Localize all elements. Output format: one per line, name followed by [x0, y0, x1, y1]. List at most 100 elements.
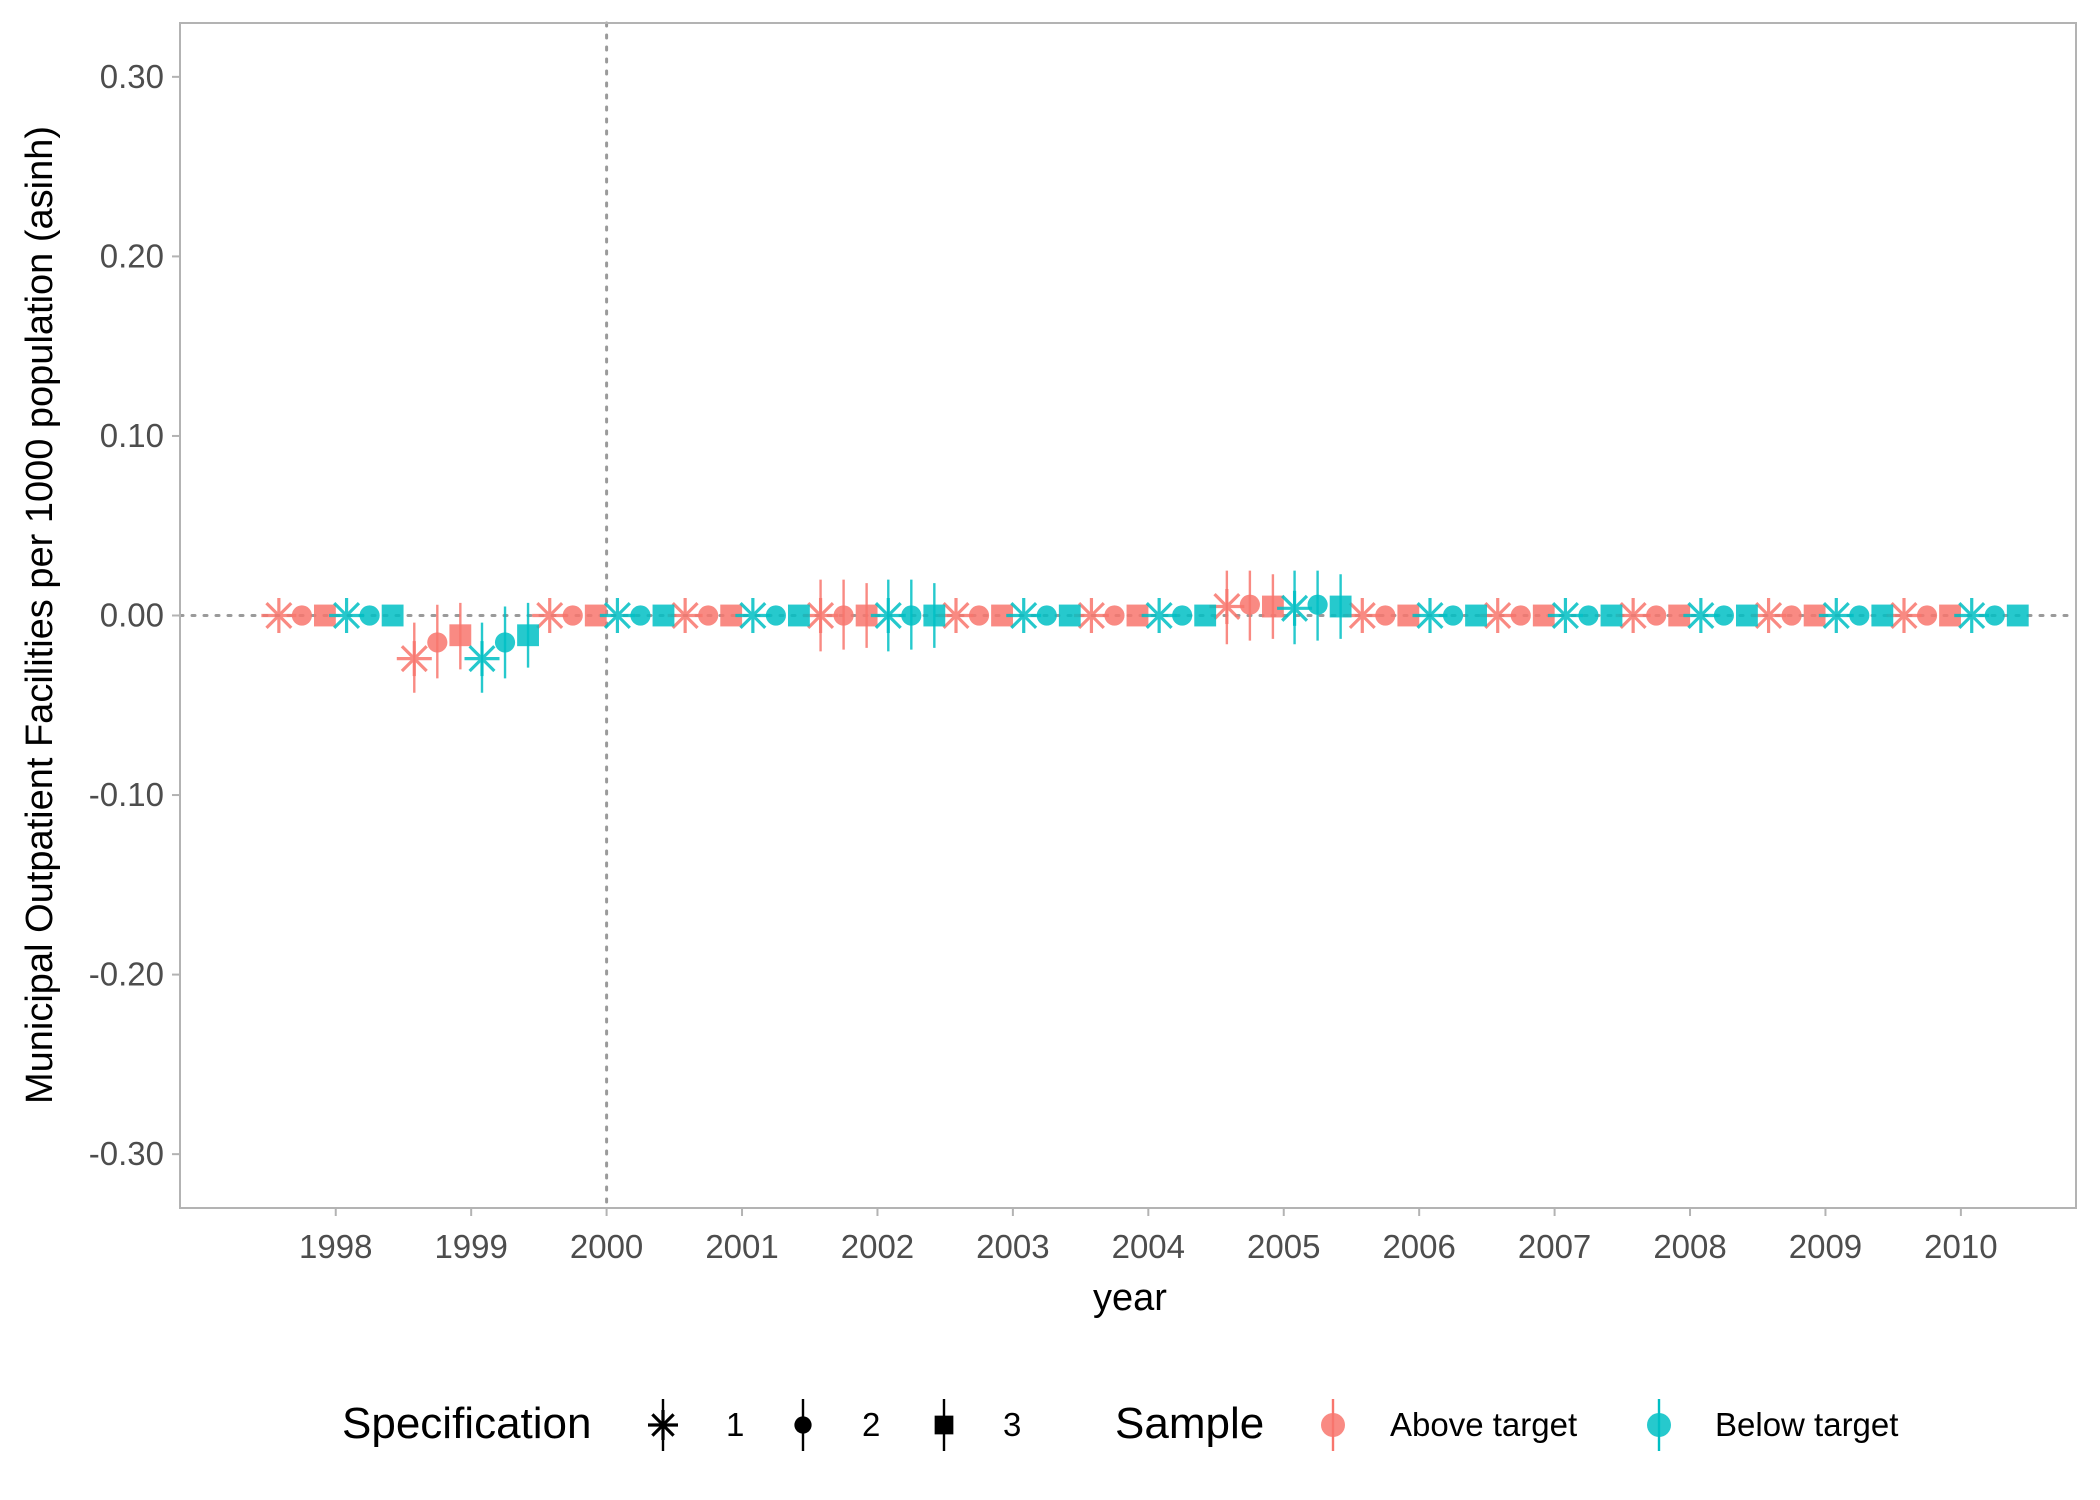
legend-key-below-target: [1647, 1413, 1671, 1437]
point-below-spec-3-2010: [2006, 604, 2029, 627]
point-below-spec-2-2003: [1036, 605, 1057, 626]
point-below-spec-2-2010: [1984, 605, 2005, 626]
point-above-spec-1-1998: [261, 598, 297, 633]
point-above-spec-2-2010: [1916, 605, 1938, 626]
point-above-spec-2-2004-shape: [1104, 605, 1125, 626]
point-below-spec-3-1998-shape: [381, 604, 404, 627]
point-above-spec-2-2006: [1375, 605, 1396, 626]
legend-label-spec-3: 3: [1003, 1406, 1021, 1443]
y-tick-label: 0.10: [100, 417, 164, 454]
legend: Specification 1 2 3 Sample Above target …: [342, 1399, 1898, 1451]
point-below-spec-3-2010-shape: [2006, 604, 2029, 627]
point-above-spec-2-2001: [698, 605, 719, 626]
point-above-spec-3-2001: [720, 604, 743, 627]
point-below-spec-2-2007-shape: [1578, 605, 1599, 626]
point-below-spec-1-2001: [735, 598, 771, 633]
point-below-spec-1-1999: [464, 641, 500, 677]
point-above-spec-3-2000-shape: [584, 604, 607, 627]
point-above-spec-1-2002-stroke: [807, 601, 835, 630]
point-above-spec-2-2006-shape: [1375, 605, 1396, 626]
legend-specification-keys: [648, 1399, 954, 1451]
point-below-spec-2-1999-shape: [494, 632, 516, 653]
point-below-spec-1-2004: [1141, 598, 1177, 633]
legend-key-above-target: [1321, 1413, 1345, 1437]
point-below-spec-2-2010-shape: [1984, 605, 2005, 626]
point-below-spec-3-2008: [1735, 604, 1758, 627]
point-below-spec-3-2007: [1600, 604, 1623, 627]
point-below-spec-3-2005-shape: [1329, 595, 1352, 618]
point-above-spec-3-1998: [313, 604, 336, 627]
point-above-spec-2-2000-shape: [562, 605, 583, 626]
legend-key-spec-2-shape: [794, 1416, 812, 1434]
legend-label-spec-2: 2: [862, 1406, 880, 1443]
x-tick-label: 2000: [570, 1228, 643, 1265]
point-below-spec-2-2001-shape: [765, 605, 786, 626]
x-tick-label: 2008: [1653, 1228, 1726, 1265]
point-above-spec-1-2000: [532, 598, 568, 633]
x-tick-label: 2006: [1382, 1228, 1455, 1265]
point-above-spec-1-2005-stroke: [1213, 593, 1241, 621]
point-above-spec-2-1999: [427, 632, 448, 653]
point-below-spec-2-2005: [1307, 594, 1328, 615]
point-below-spec-3-2001-shape: [787, 604, 810, 627]
point-below-spec-2-2004-shape: [1172, 605, 1193, 626]
point-above-spec-2-2002-shape: [833, 605, 854, 626]
point-above-spec-2-2001-shape: [698, 605, 719, 626]
point-above-spec-1-2004-stroke: [1077, 601, 1105, 630]
point-above-spec-3-2002: [855, 604, 878, 627]
point-below-spec-3-2004-shape: [1194, 604, 1217, 627]
legend-key-spec-3-shape: [934, 1415, 954, 1435]
point-below-spec-2-2001: [765, 605, 786, 626]
y-axis-title: Municipal Outpatient Facilities per 1000…: [19, 126, 61, 1104]
point-above-spec-3-2006-shape: [1397, 604, 1420, 627]
y-tick-label: -0.20: [89, 956, 164, 993]
point-above-spec-3-2006: [1397, 604, 1420, 627]
point-above-spec-2-2010-shape: [1916, 605, 1938, 626]
point-above-spec-3-2007: [1532, 604, 1555, 627]
point-below-spec-3-2009-shape: [1871, 604, 1894, 627]
point-below-spec-2-1999: [494, 632, 516, 653]
point-above-spec-3-2004: [1126, 604, 1149, 627]
point-below-spec-3-2000: [652, 604, 675, 627]
point-above-spec-1-2006-stroke: [1348, 601, 1376, 630]
point-above-spec-2-2007: [1510, 605, 1531, 626]
point-above-spec-1-2008-stroke: [1619, 601, 1647, 630]
point-below-spec-3-1999-shape: [517, 624, 539, 647]
point-above-spec-2-1999-shape: [427, 632, 448, 653]
point-above-spec-3-2007-shape: [1532, 604, 1555, 627]
point-below-spec-3-2004: [1194, 604, 1217, 627]
point-below-spec-2-2005-shape: [1307, 594, 1328, 615]
legend-sample-keys: [1321, 1399, 1671, 1451]
point-below-spec-1-2007-stroke: [1551, 601, 1579, 630]
point-above-spec-2-1998: [291, 605, 312, 626]
point-below-spec-2-2000: [630, 605, 651, 626]
point-below-spec-3-2005: [1329, 595, 1352, 618]
point-below-spec-1-2002-stroke: [874, 601, 902, 630]
point-above-spec-2-2009-shape: [1781, 605, 1802, 626]
x-tick-label: 1998: [299, 1228, 372, 1265]
point-below-spec-3-2000-shape: [652, 604, 675, 627]
point-above-spec-2-2009: [1781, 605, 1802, 626]
point-above-spec-3-2009: [1803, 604, 1826, 627]
point-below-spec-2-2002-shape: [901, 605, 922, 626]
x-tick-label: 2009: [1789, 1228, 1862, 1265]
point-below-spec-2-2006: [1442, 605, 1464, 626]
point-below-spec-1-2009-stroke: [1822, 601, 1850, 630]
legend-label-below-target: Below target: [1715, 1406, 1898, 1443]
point-below-spec-1-2003: [1006, 598, 1042, 633]
x-axis-title: year: [1093, 1277, 1167, 1319]
point-above-spec-2-2008: [1646, 605, 1667, 626]
point-above-spec-3-2008-shape: [1668, 604, 1691, 627]
point-below-spec-2-1998-shape: [359, 605, 380, 626]
point-below-spec-3-2006-shape: [1465, 604, 1487, 627]
point-above-spec-1-2009-stroke: [1755, 601, 1783, 630]
point-below-spec-1-2000-stroke: [603, 601, 631, 630]
legend-title-sample: Sample: [1115, 1399, 1264, 1448]
point-above-spec-1-2001-stroke: [671, 601, 699, 630]
point-above-spec-3-2003-shape: [991, 604, 1013, 627]
point-below-spec-2-1998: [359, 605, 380, 626]
x-tick-label: 1999: [434, 1228, 507, 1265]
point-below-spec-2-2007: [1578, 605, 1599, 626]
point-below-spec-1-2005: [1277, 590, 1313, 626]
point-below-spec-1-1998: [329, 598, 365, 633]
